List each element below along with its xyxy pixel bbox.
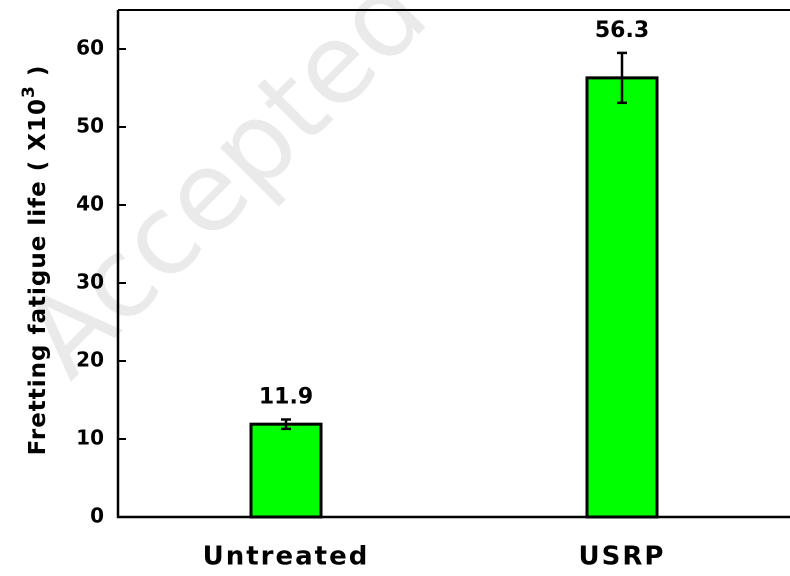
y-tick-label: 0 (90, 504, 104, 528)
y-tick-label: 10 (76, 426, 104, 450)
error-bar (281, 418, 291, 431)
x-tick-label: USRP (579, 542, 666, 572)
y-axis-label-end: ) (25, 65, 51, 86)
y-tick-label: 40 (76, 192, 104, 216)
value-label: 11.9 (259, 385, 313, 410)
y-tick-label: 50 (76, 114, 104, 138)
bar (249, 422, 323, 519)
watermark: Accepted (0, 0, 451, 401)
y-tick-label: 30 (76, 270, 104, 294)
y-tick-label: 20 (76, 348, 104, 372)
value-label: 56.3 (595, 18, 649, 43)
y-tick-label: 60 (76, 36, 104, 60)
bar (585, 76, 659, 519)
y-axis-label: Fretting fatigue life ( X103 ) (19, 65, 51, 456)
error-bar (617, 51, 627, 105)
y-axis-label-sup: 3 (19, 85, 39, 98)
x-tick-label: Untreated (203, 542, 370, 572)
y-axis-label-main: Fretting fatigue life ( X10 (25, 98, 51, 455)
